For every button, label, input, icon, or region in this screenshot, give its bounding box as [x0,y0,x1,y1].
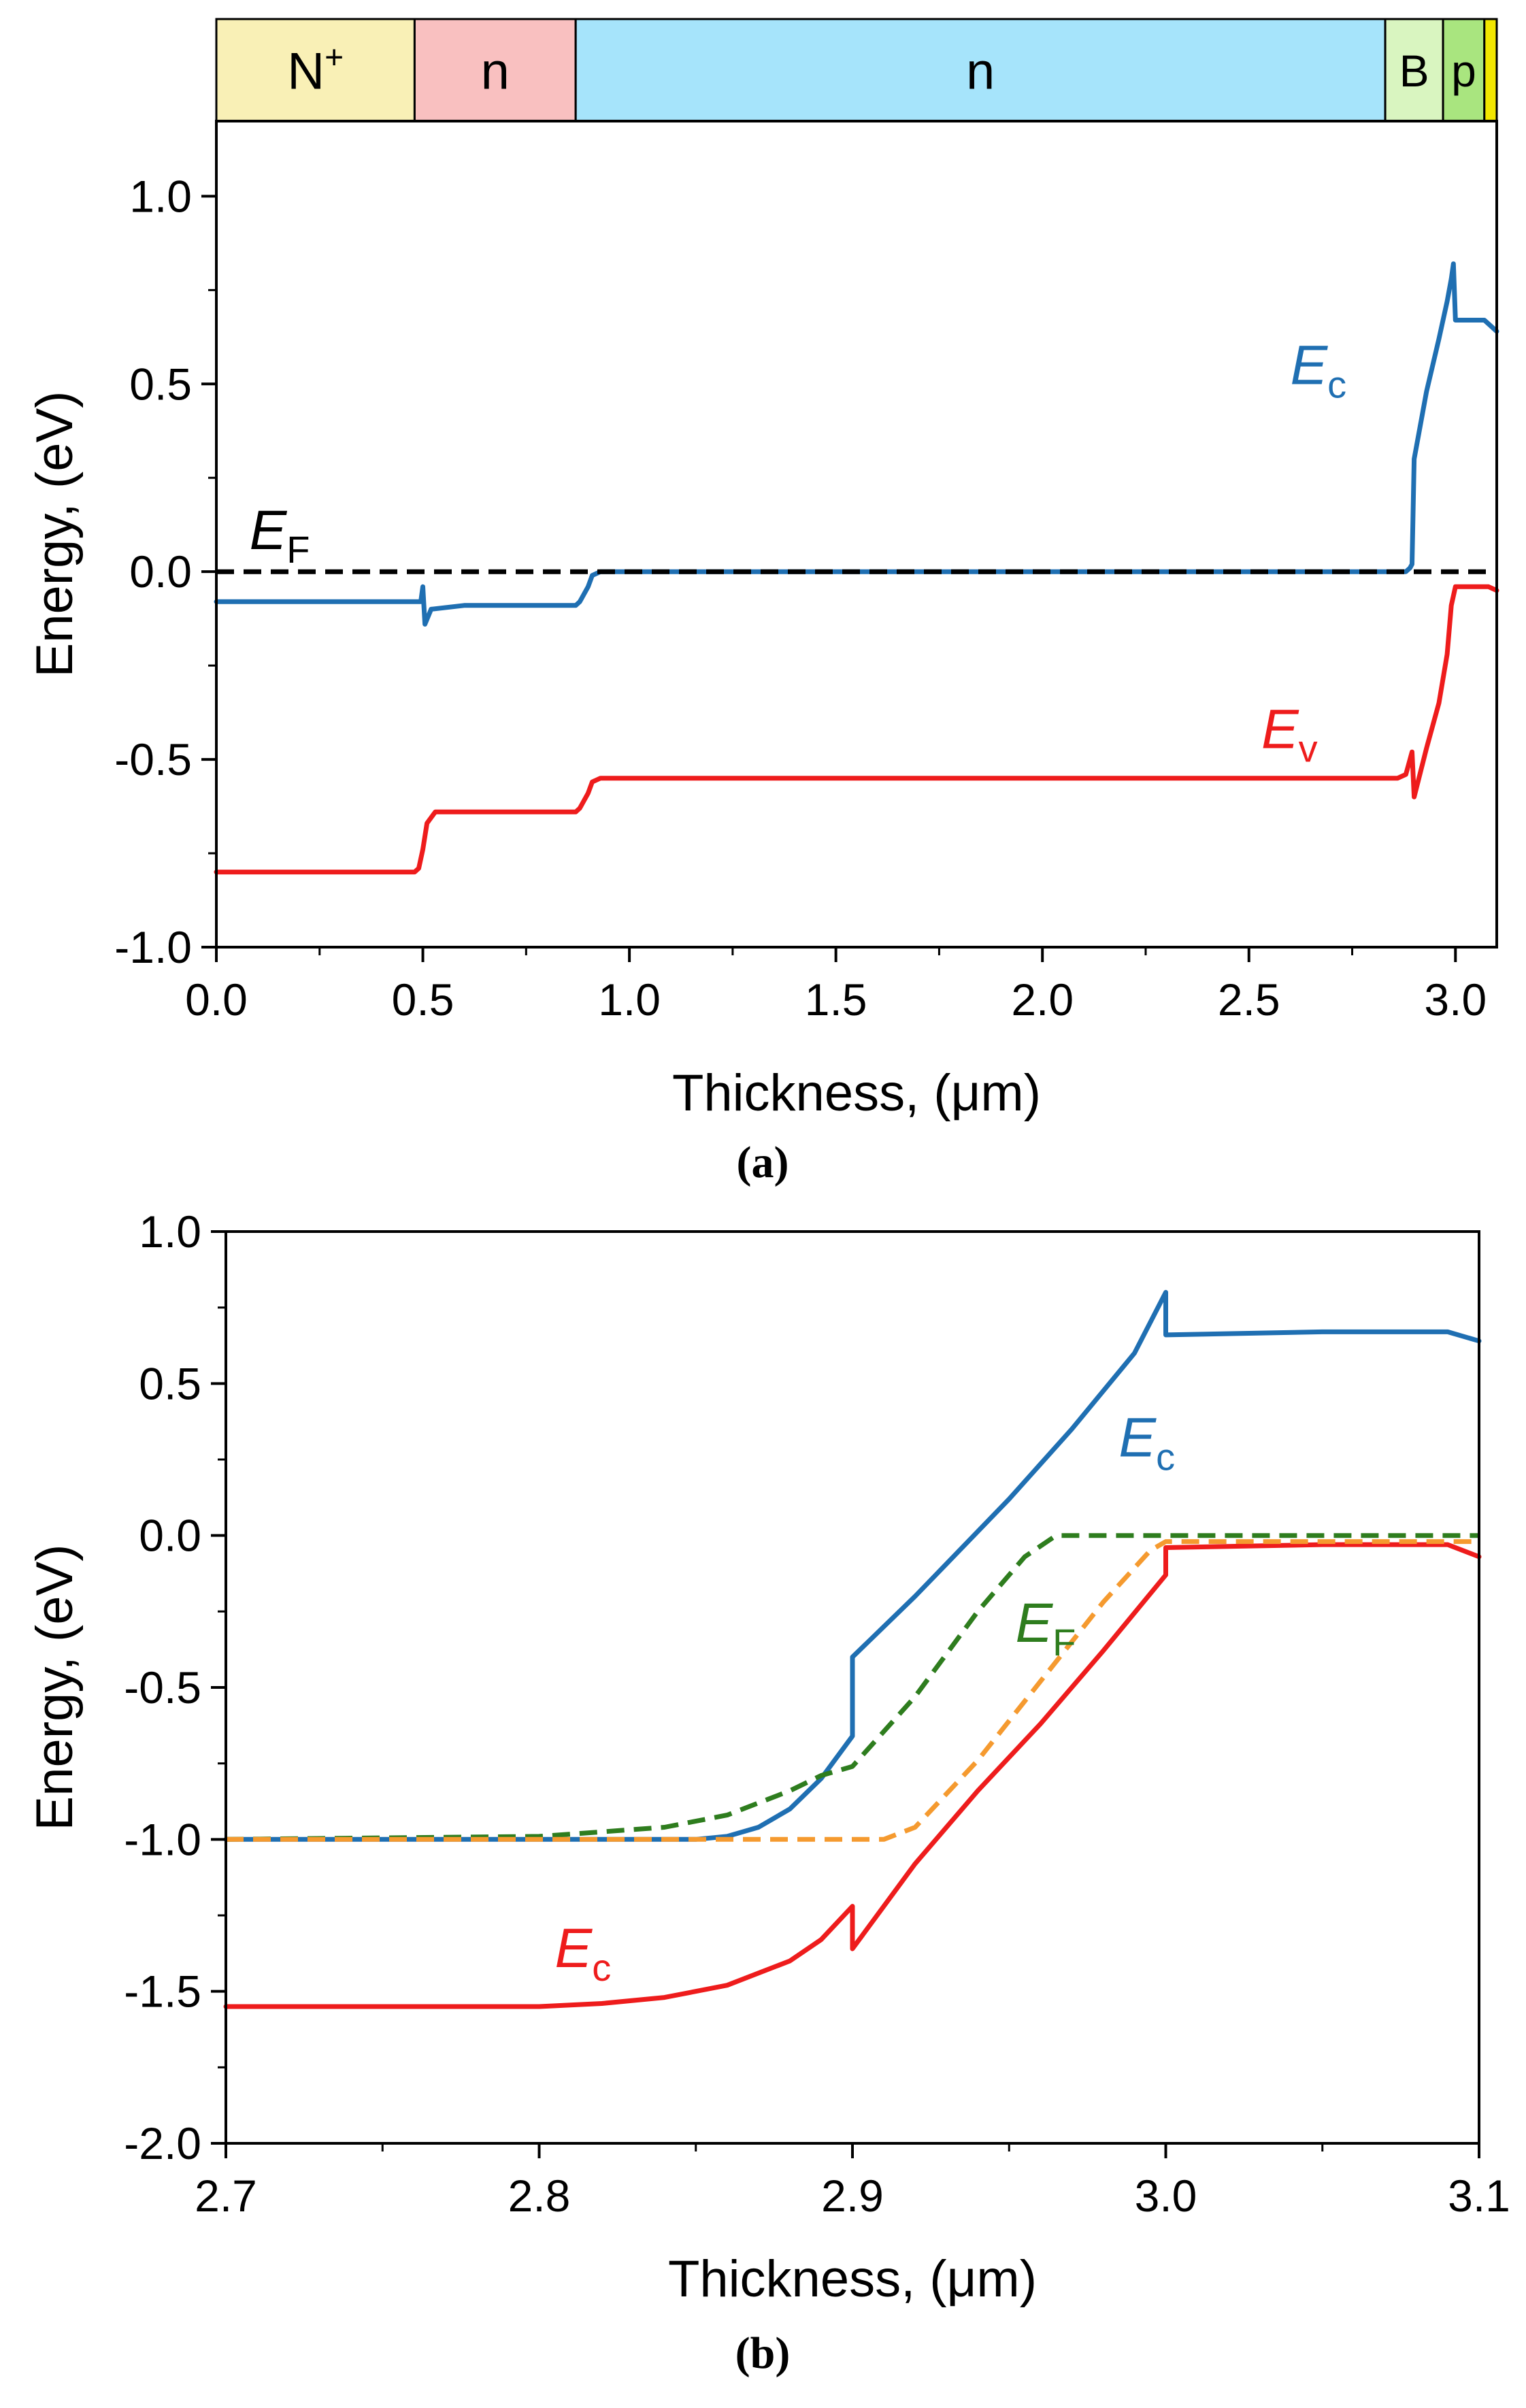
layer-1 [215,18,416,122]
curve-label-ec-lower: Ec [555,1917,612,1989]
x-tick-label: 1.0 [598,974,661,1025]
x-tick-label: 3.1 [1448,2171,1510,2221]
series-line-ec-upper [223,1289,1482,1842]
x-tick-label: 2.5 [1218,974,1280,1025]
series-line-ec-lower [223,1542,1482,2009]
curve-label-main: E [1015,1592,1053,1654]
layer-label-1: N+ [287,39,344,100]
curve-label-ec-upper: Ec [1118,1407,1175,1479]
series-line-ef-holes [226,1539,1479,1842]
y-tick-label: 0.0 [129,546,192,597]
x-tick-label: 2.7 [195,2171,257,2221]
curve-label-main: E [1261,699,1299,761]
y-axis-ticks: -2.0 -1.5 -1.0 -0.5 0.0 0.5 1.0 [124,1206,226,2168]
x-tick-label: 1.5 [805,974,867,1025]
layer-6 [1483,18,1498,122]
x-axis-label: Thickness, (μm) [672,1064,1041,1122]
curve-label-subscript: c [1156,1436,1175,1479]
curve-label-main: E [250,499,288,561]
y-tick-label: 1.0 [139,1206,201,1257]
x-tick-label: 2.8 [508,2171,571,2221]
panel-label-b: (b) [735,2328,791,2378]
curve-label-subscript: F [286,528,310,571]
y-tick-label: -0.5 [114,734,192,785]
curve-label-ec: Ec [1290,334,1346,406]
y-tick-label: -1.5 [124,1966,201,2017]
y-tick-label: 0.0 [139,1511,201,1561]
layer-label-superscript: + [325,39,344,76]
y-axis-ticks: -1.0 -0.5 0.0 0.5 1.0 [114,171,216,972]
panel-b-energy-band-zoom: 2.7 2.8 2.9 3.0 3.1 -2.0 -1.5 -1.0 -0.5 0.0 0.5 1.… [26,1206,1510,2378]
x-tick-label: 2.0 [1011,974,1074,1025]
y-tick-label: -1.0 [124,1814,201,1864]
x-axis-ticks: 2.7 2.8 2.9 3.0 3.1 [195,2143,1510,2221]
band-curves [214,261,1499,875]
y-tick-label: -2.0 [124,2118,201,2168]
curve-label-ef-electrons: EF [1015,1592,1076,1664]
layer-5 [1442,18,1486,122]
y-tick-label: -0.5 [124,1662,201,1713]
x-tick-label: 3.0 [1135,2171,1197,2221]
y-tick-label: 1.0 [129,171,192,221]
panel-label-a: (a) [737,1138,789,1187]
curve-label-main: E [1118,1407,1157,1469]
curve-label-subscript: c [1327,363,1346,406]
curve-label-subscript: v [1299,727,1318,770]
x-axis-ticks: 0.0 0.5 1.0 1.5 2.0 2.5 3.0 [185,947,1487,1025]
y-tick-label: 0.5 [129,359,192,409]
x-tick-label: 0.5 [392,974,454,1025]
y-axis-label: Energy, (eV) [26,391,84,678]
curve-label-ev: Ev [1261,699,1318,770]
curve-label-main: E [555,1917,593,1979]
x-tick-label: 0.0 [185,974,248,1025]
plot-frame [215,120,1498,949]
y-axis-label: Energy, (eV) [26,1545,84,1831]
layer-label-3: n [966,42,995,100]
series-line-ev [214,584,1499,875]
x-tick-label: 3.0 [1424,974,1487,1025]
curve-label-ef: EF [250,499,310,571]
y-tick-label: 0.5 [139,1358,201,1408]
curve-label-subscript: c [592,1946,611,1989]
curve-label-main: E [1290,334,1328,396]
band-curves [223,1289,1482,2009]
layer-label-5: p [1451,46,1476,96]
layer-label-4: B [1399,46,1429,96]
series-line-ef-electrons [225,1533,1479,1842]
y-tick-label: -1.0 [114,922,192,972]
layer-label-2: n [481,42,510,100]
curve-label-subscript: F [1052,1621,1076,1664]
x-tick-label: 2.9 [821,2171,884,2221]
x-axis-label: Thickness, (μm) [668,2250,1037,2308]
